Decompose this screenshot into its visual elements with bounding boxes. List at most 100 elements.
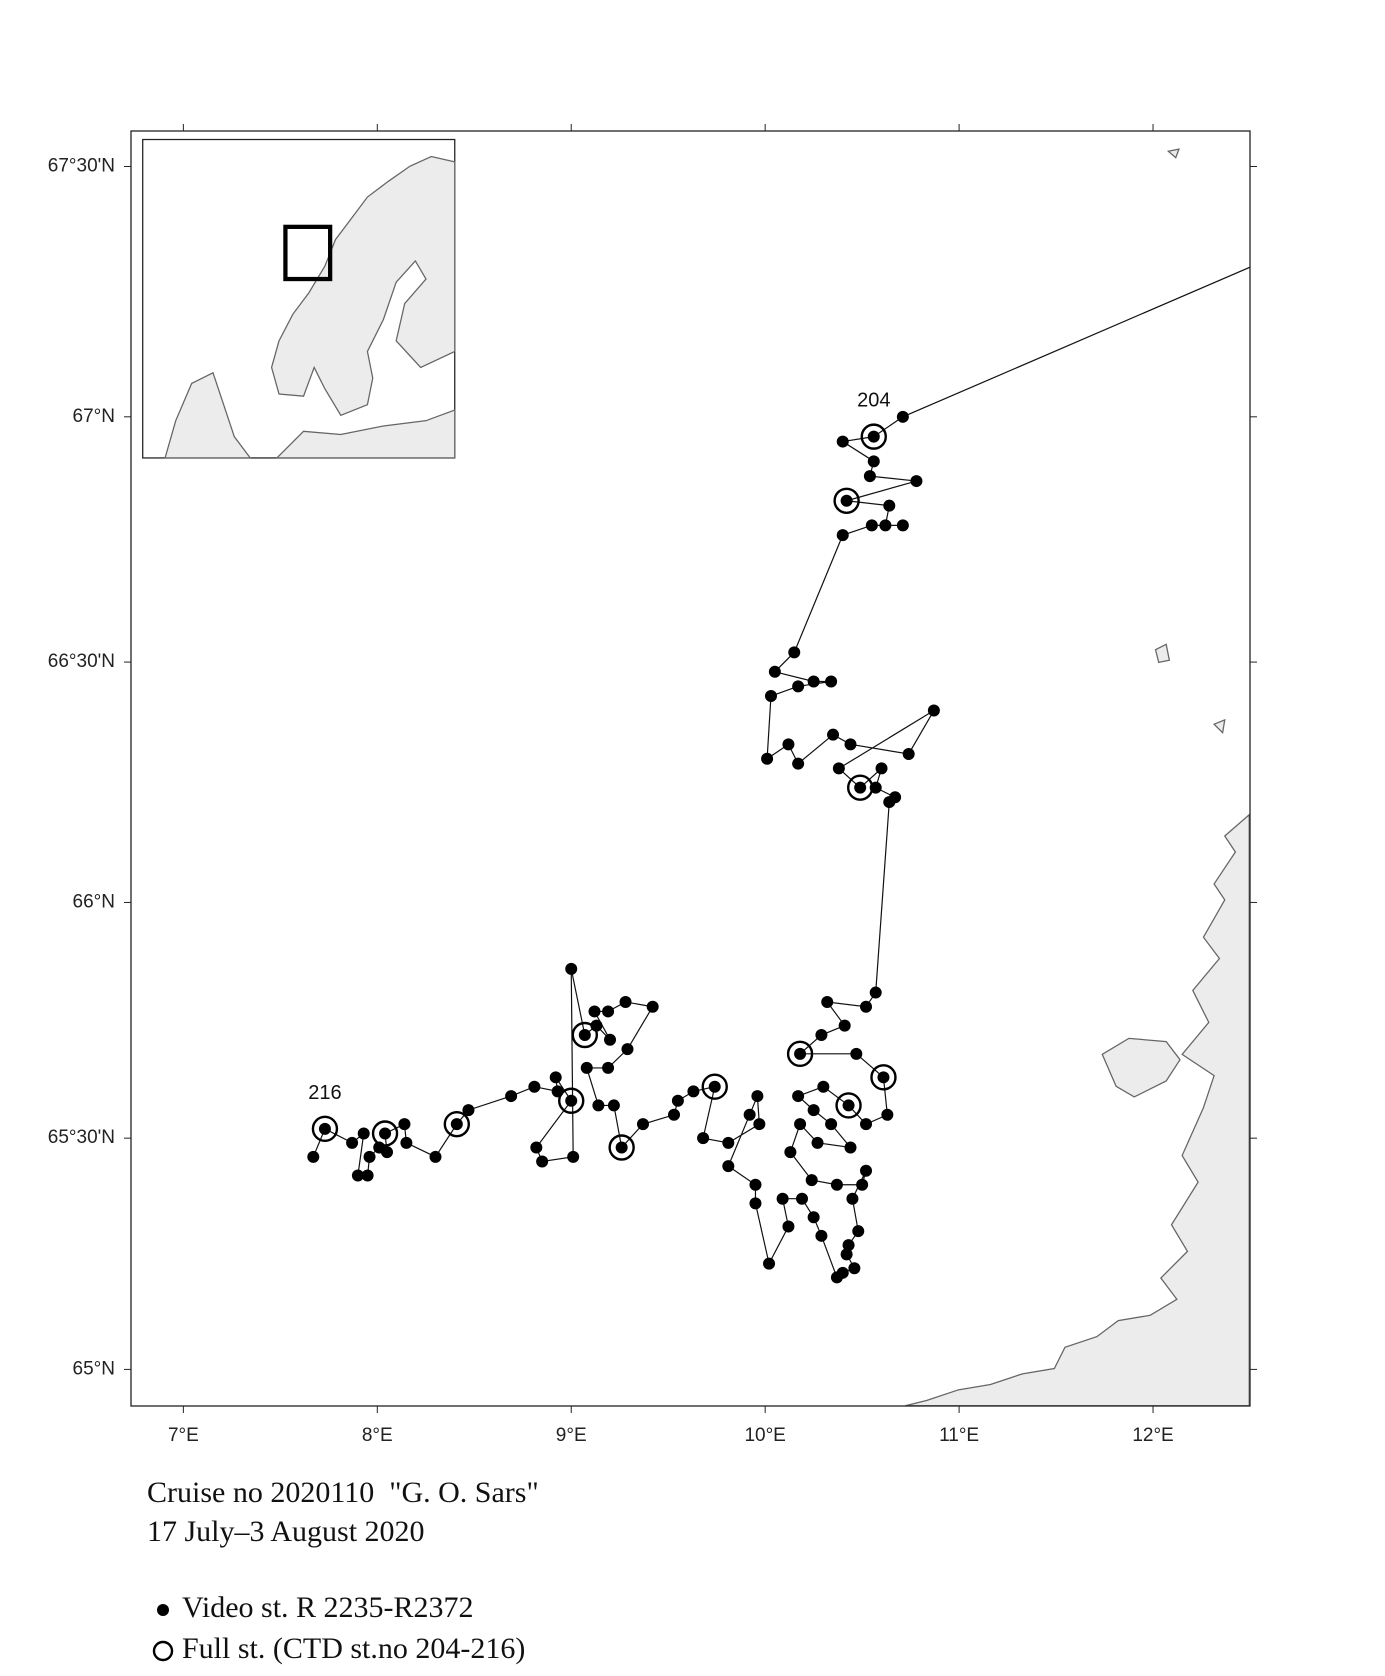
plot-area <box>307 266 1250 1284</box>
full-station <box>152 1640 174 1662</box>
video-station <box>860 1164 873 1177</box>
video-station <box>361 1169 374 1182</box>
video-station <box>792 757 805 770</box>
video-station <box>815 1029 828 1042</box>
full-station <box>558 1087 585 1114</box>
video-station <box>708 1080 721 1093</box>
video-station <box>782 738 795 751</box>
video-station <box>551 1085 564 1098</box>
video-station <box>830 1271 843 1284</box>
video-station <box>429 1150 442 1163</box>
video-station <box>749 1197 762 1210</box>
coastline <box>905 148 1250 1406</box>
full-station <box>371 1120 399 1147</box>
video-station <box>832 762 845 775</box>
y-tick-label: 65°30'N <box>48 1127 115 1148</box>
video-station <box>807 1211 820 1224</box>
x-tick-label: 11°E <box>939 1425 979 1446</box>
video-station <box>379 1127 392 1140</box>
video-station <box>794 1047 807 1060</box>
inset-area-box <box>283 224 333 282</box>
video-station <box>505 1090 518 1103</box>
x-tick-label: 7°E <box>168 1425 199 1446</box>
island <box>1154 643 1171 664</box>
video-station <box>668 1108 681 1121</box>
full-station <box>860 423 887 450</box>
video-station <box>807 1104 820 1117</box>
video-station <box>602 1061 615 1074</box>
video-station <box>646 1000 659 1013</box>
britain <box>164 371 252 459</box>
video-station <box>794 1118 807 1131</box>
x-tick-label: 8°E <box>362 1425 393 1446</box>
video-station <box>836 529 849 542</box>
video-station <box>881 1108 894 1121</box>
video-station <box>869 986 882 999</box>
x-tick-label: 12°E <box>1132 1425 1173 1446</box>
video-station <box>761 752 774 765</box>
island <box>1101 1037 1181 1098</box>
video-station <box>462 1104 475 1117</box>
video-station <box>927 704 940 717</box>
data-layer: Video st. R 2235-R2372 Full st. (CTD st.n… <box>147 266 1250 1665</box>
video-station <box>902 747 915 760</box>
video-station <box>860 1118 873 1131</box>
y-tick-label: 67°30'N <box>48 155 115 176</box>
caption-line: 17 July–3 August 2020 <box>147 1515 425 1548</box>
island <box>1166 148 1180 159</box>
station-label: 204 <box>857 390 890 412</box>
video-station <box>867 455 880 468</box>
video-station <box>764 690 777 703</box>
video-station <box>530 1141 543 1154</box>
full-station <box>571 1021 599 1049</box>
legend-label: Video st. R 2235-R2372 <box>182 1591 474 1624</box>
video-station <box>157 1604 169 1616</box>
video-station <box>782 1220 795 1233</box>
video-station <box>776 1192 789 1205</box>
x-tick-label: 9°E <box>556 1425 587 1446</box>
video-station <box>307 1150 320 1163</box>
scandinavia <box>270 155 456 417</box>
video-station <box>549 1071 562 1084</box>
video-station <box>363 1150 376 1163</box>
x-tick-label: 10°E <box>744 1425 785 1446</box>
video-station <box>877 1071 890 1084</box>
video-station <box>883 499 896 512</box>
video-station <box>580 1061 593 1074</box>
video-station <box>697 1132 710 1145</box>
video-station <box>830 1178 843 1191</box>
legend-label: Full st. (CTD st.no 204-216) <box>182 1632 525 1665</box>
video-station <box>722 1160 735 1173</box>
video-station <box>792 1090 805 1103</box>
video-station <box>346 1136 359 1149</box>
plot-frame <box>130 130 1251 1407</box>
video-station <box>751 1090 764 1103</box>
video-station <box>450 1118 463 1131</box>
video-station <box>588 1005 601 1018</box>
video-station <box>840 494 853 507</box>
video-station <box>848 1262 861 1275</box>
video-station <box>357 1127 370 1140</box>
y-tick-label: 65°N <box>73 1358 115 1379</box>
video-station <box>763 1257 776 1270</box>
video-station <box>805 1174 818 1187</box>
y-tick-label: 66°30'N <box>48 651 115 672</box>
station-label: 216 <box>308 1082 341 1104</box>
video-station <box>602 1005 615 1018</box>
video-station <box>565 1094 578 1107</box>
video-station <box>838 1019 851 1032</box>
video-station <box>811 1136 824 1149</box>
full-station <box>701 1073 728 1100</box>
video-station <box>788 646 801 659</box>
video-station <box>536 1155 549 1168</box>
video-station <box>749 1178 762 1191</box>
video-station <box>722 1136 735 1149</box>
full-station <box>870 1064 897 1091</box>
full-station <box>608 1134 635 1161</box>
video-station <box>792 680 805 693</box>
video-station <box>896 410 909 423</box>
cruise-track <box>312 266 1250 1279</box>
video-station <box>863 470 876 483</box>
full-station <box>833 487 860 514</box>
